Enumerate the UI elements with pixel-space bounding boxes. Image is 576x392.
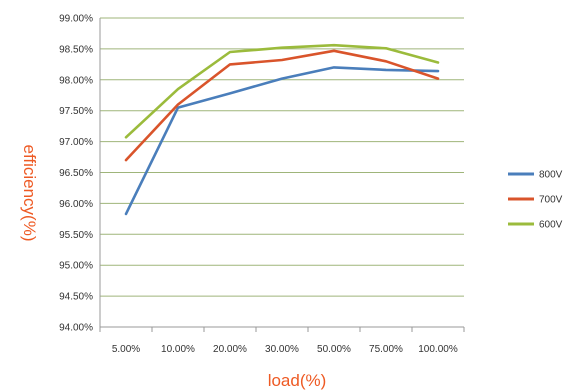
- y-tick-label: 96.50%: [59, 168, 93, 179]
- series-line-600V: [124, 43, 440, 139]
- y-tick-label: 98.50%: [59, 44, 93, 55]
- x-axis-ticks: 5.00% 10.00% 20.00% 30.00% 50.00% 75.00% 100.0…: [99, 327, 465, 355]
- x-tick-label: 10.00%: [161, 344, 195, 355]
- legend-label-800V: 800V: [539, 170, 563, 181]
- x-tick-label: 30.00%: [265, 344, 299, 355]
- x-tick-label: 20.00%: [213, 344, 247, 355]
- series-line-700V: [124, 49, 440, 162]
- x-tick-label: 50.00%: [317, 344, 351, 355]
- y-tick-label: 95.50%: [59, 230, 93, 241]
- x-tick-label: 100.00%: [418, 344, 458, 355]
- series-lines: [124, 43, 440, 216]
- y-tick-label: 94.00%: [59, 323, 93, 334]
- series-line-800V: [124, 66, 440, 216]
- y-tick-label: 95.00%: [59, 261, 93, 272]
- y-tick-label: 97.00%: [59, 137, 93, 148]
- grid-lines: [99, 17, 464, 328]
- y-tick-label: 94.50%: [59, 292, 93, 303]
- x-tick-label: 75.00%: [369, 344, 403, 355]
- y-axis-title: efficiency(%): [20, 145, 39, 242]
- legend-label-700V: 700V: [539, 195, 563, 206]
- y-axis-ticks: 94.00% 94.50% 95.00% 95.50% 96.00% 96.50% 97.0…: [59, 14, 93, 334]
- y-tick-label: 97.50%: [59, 106, 93, 117]
- legend: 800V 700V 600V: [508, 170, 563, 231]
- y-tick-label: 99.00%: [59, 14, 93, 25]
- y-tick-label: 96.00%: [59, 199, 93, 210]
- x-axis-title: load(%): [268, 371, 327, 390]
- x-tick-label: 5.00%: [112, 344, 140, 355]
- legend-label-600V: 600V: [539, 220, 563, 231]
- y-tick-label: 98.00%: [59, 75, 93, 86]
